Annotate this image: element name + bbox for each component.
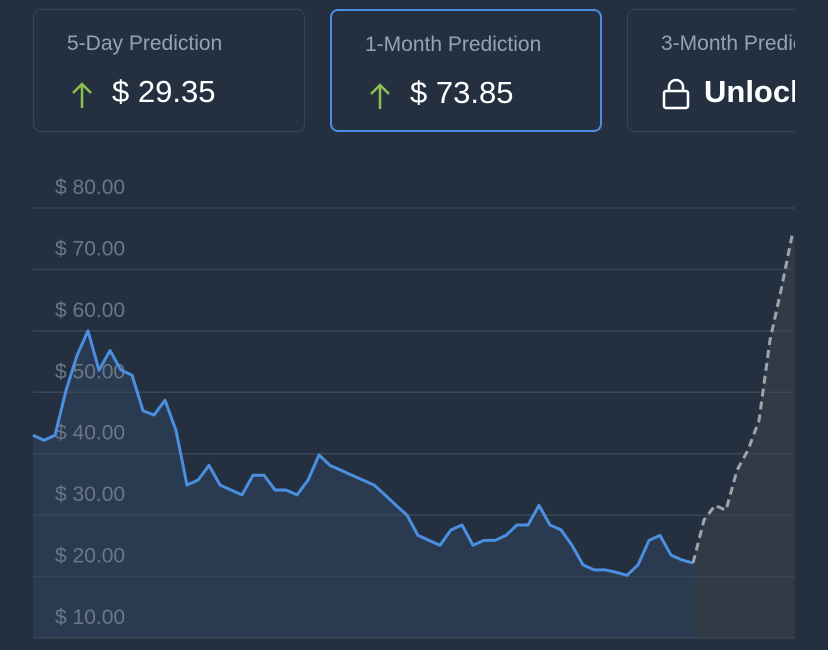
up-arrow <box>370 83 390 109</box>
y-tick-label: $ 40.00 <box>55 422 125 445</box>
chart: $ 10.00 $ 20.00 $ 30.00 $ 40.00 $ 50.00 $ 60.… <box>32 176 795 639</box>
y-tick-label: $ 80.00 <box>55 176 125 199</box>
area <box>693 235 795 638</box>
lock-icon <box>662 78 690 110</box>
y-tick-label: $ 10.00 <box>55 606 125 629</box>
line <box>32 329 694 577</box>
y-tick-label: $ 50.00 <box>55 360 125 383</box>
area <box>33 330 693 638</box>
card-label: 5-Day Prediction <box>67 32 223 55</box>
card-value: $ 73.85 <box>410 75 514 110</box>
y-tick-label: $ 70.00 <box>55 237 125 260</box>
prediction-card[interactable]: 1-Month Prediction $ 73.85 <box>330 9 602 132</box>
viewport: $ 10.00 $ 20.00 $ 30.00 $ 40.00 $ 50.00 $ 60.… <box>32 9 795 639</box>
card-value: $ 29.35 <box>112 74 216 109</box>
y-tick-label: $ 20.00 <box>55 545 125 568</box>
card-label: 1-Month Prediction <box>365 33 542 56</box>
prediction-card[interactable]: 5-Day Prediction $ 29.35 <box>33 9 305 132</box>
line <box>691 235 794 564</box>
y-tick-label: $ 60.00 <box>55 299 125 322</box>
card-label: 3-Month Prediction <box>661 32 795 55</box>
y-tick-label: $ 30.00 <box>55 483 125 506</box>
up-arrow <box>72 82 92 108</box>
prediction-card[interactable]: 3-Month Prediction Unlock <box>627 9 795 132</box>
card-value: Unlock <box>704 74 795 109</box>
